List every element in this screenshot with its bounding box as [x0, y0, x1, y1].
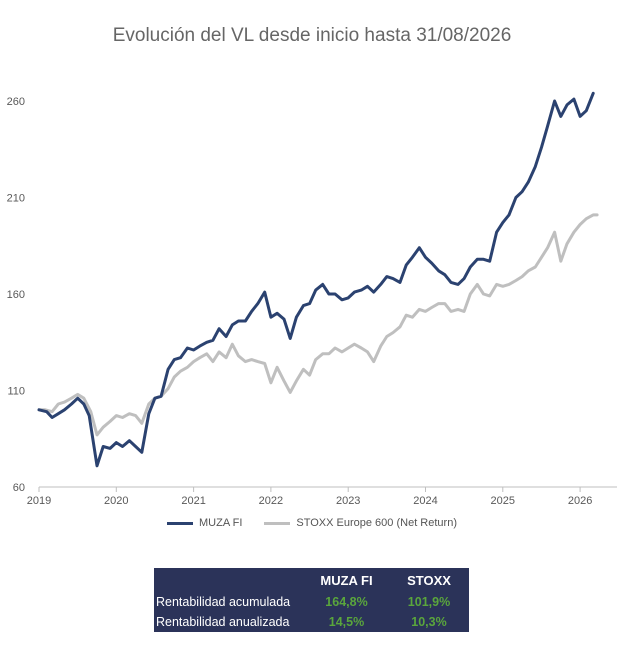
y-tick-label: 60 [13, 482, 25, 494]
row-stoxx-value: 101,9% [407, 595, 451, 609]
legend-swatch-muza [167, 521, 193, 525]
returns-table: MUZA FI STOXX Rentabilidad acumulada 164… [154, 568, 469, 632]
y-tick-label: 210 [7, 193, 25, 205]
legend-swatch-stoxx [264, 521, 291, 525]
chart-title: Evolución del VL desde inicio hasta 31/0… [112, 25, 512, 46]
x-tick-label: 2021 [181, 495, 205, 507]
row-stoxx-value: 10,3% [411, 615, 447, 629]
table-row: Rentabilidad anualizada 14,5% 10,3% [154, 612, 469, 632]
y-tick-label: 260 [7, 96, 25, 108]
returns-table-header: MUZA FI STOXX [154, 568, 469, 592]
y-tick-label: 160 [7, 289, 25, 301]
x-tick-label: 2019 [27, 495, 51, 507]
legend: MUZA FI STOXX Europe 600 (Net Return) [0, 517, 624, 529]
table-row: Rentabilidad acumulada 164,8% 101,9% [154, 592, 469, 612]
series-line-stoxx [37, 213, 599, 437]
row-label: Rentabilidad anualizada [156, 615, 290, 629]
x-tick-label: 2026 [568, 495, 592, 507]
x-tick-label: 2020 [104, 495, 128, 507]
legend-item-muza: MUZA FI [167, 517, 242, 529]
header-stoxx: STOXX [407, 572, 451, 588]
row-label: Rentabilidad acumulada [156, 595, 291, 609]
legend-item-stoxx: STOXX Europe 600 (Net Return) [264, 517, 457, 529]
x-tick-label: 2022 [259, 495, 283, 507]
header-muza: MUZA FI [320, 572, 373, 588]
legend-label-muza: MUZA FI [199, 517, 243, 529]
legend-label-stoxx: STOXX Europe 600 (Net Return) [296, 517, 457, 529]
x-tick-label: 2023 [336, 495, 360, 507]
row-muza-value: 14,5% [328, 615, 365, 629]
row-muza-value: 164,8% [325, 595, 368, 609]
x-tick-label: 2024 [413, 495, 437, 507]
series-line-muza [37, 91, 595, 468]
y-tick-label: 110 [7, 386, 25, 398]
x-tick-label: 2025 [491, 495, 515, 507]
